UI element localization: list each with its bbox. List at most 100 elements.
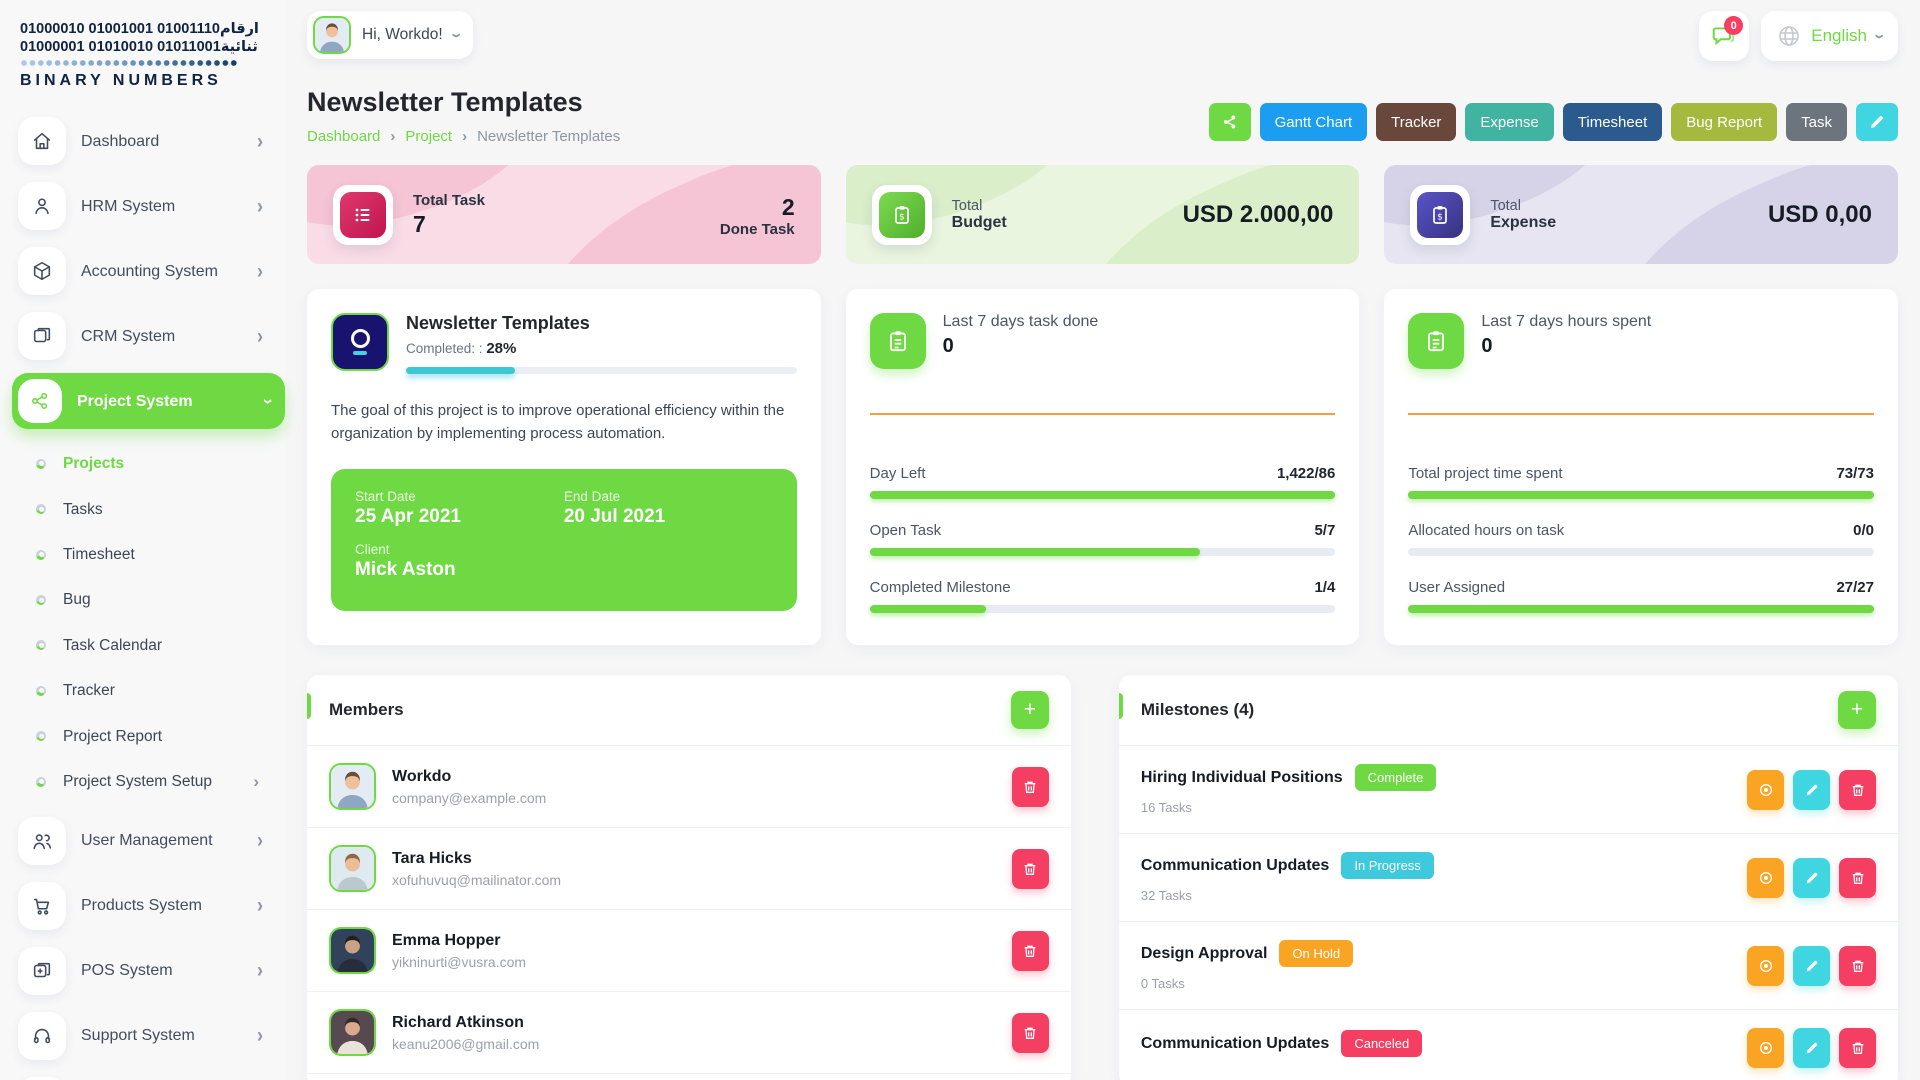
delete-member-button[interactable] (1011, 1012, 1049, 1053)
expense-button[interactable]: Expense (1465, 103, 1554, 141)
breadcrumb-dashboard[interactable]: Dashboard (307, 128, 381, 145)
delete-member-button[interactable] (1011, 848, 1049, 889)
sidebar-item-user-management[interactable]: User Management › (18, 813, 267, 869)
sidebar-item-label: POS System (81, 962, 173, 980)
delete-milestone-button[interactable] (1839, 1028, 1876, 1068)
view-milestone-button[interactable] (1747, 1028, 1784, 1068)
trash-icon (1025, 863, 1036, 875)
sidebar-item-support-system[interactable]: Support System › (18, 1008, 267, 1064)
budget-value: USD 2.000,00 (1182, 200, 1334, 228)
pencil-icon (1806, 784, 1817, 795)
expense-label-top: Total (1490, 197, 1521, 214)
milestone-name: Communication Updates (1140, 856, 1330, 874)
progress-value: 5/7 (1314, 522, 1336, 539)
delete-milestone-button[interactable] (1839, 769, 1876, 810)
delete-member-button[interactable] (1011, 766, 1049, 807)
sidebar-sub-item-label: Projects (63, 455, 125, 473)
sidebar-item-zoom-meeting[interactable]: Zoom Meeting › (18, 1073, 267, 1080)
bullet-icon (36, 458, 46, 469)
chevron-right-icon: › (257, 893, 263, 918)
view-milestone-button[interactable] (1747, 769, 1784, 810)
brand-dots (20, 59, 238, 68)
sidebar-sub-item-projects[interactable]: Projects › (18, 441, 267, 486)
headset-icon (18, 1011, 66, 1060)
tracker-button[interactable]: Tracker (1376, 103, 1457, 141)
add-member-button[interactable]: + (1010, 691, 1049, 729)
delete-member-button[interactable] (1011, 930, 1049, 971)
done-task-label: Done Task (719, 220, 795, 238)
brand-logo: 01000010 01001001 01001110ارقام 01000001… (20, 20, 267, 91)
sidebar-sub-item-label: Project Report (63, 727, 163, 745)
svg-text:$: $ (899, 212, 905, 222)
timesheet-button[interactable]: Timesheet (1562, 103, 1663, 141)
view-milestone-button[interactable] (1747, 857, 1784, 898)
edit-milestone-button[interactable] (1793, 945, 1830, 986)
sidebar-sub-item-task-calendar[interactable]: Task Calendar › (18, 623, 267, 668)
trash-icon (1852, 872, 1863, 884)
sidebar-sub-item-bug[interactable]: Bug › (18, 577, 267, 622)
bullet-icon (36, 640, 46, 651)
chevron-right-icon: › (258, 398, 279, 405)
breadcrumb-separator: › (462, 128, 468, 145)
milestone-name: Design Approval (1140, 944, 1268, 962)
hours-summary-title: Last 7 days hours spent (1481, 313, 1652, 330)
sidebar-sub-item-tasks[interactable]: Tasks › (18, 487, 267, 532)
cart-icon (18, 881, 66, 930)
sidebar-sub-item-project-system-setup[interactable]: Project System Setup › (18, 759, 267, 805)
edit-milestone-button[interactable] (1793, 1028, 1830, 1068)
progress-value: 27/27 (1836, 579, 1874, 596)
sidebar-sub-item-timesheet[interactable]: Timesheet › (18, 532, 267, 577)
delete-milestone-button[interactable] (1839, 857, 1876, 898)
view-milestone-button[interactable] (1747, 945, 1784, 986)
done-task-value: 2 (781, 193, 795, 220)
progress-label: Allocated hours on task (1408, 522, 1565, 539)
sidebar-item-project-system[interactable]: Project System › (12, 373, 285, 430)
breadcrumb-project[interactable]: Project (405, 128, 453, 145)
gantt-chart-button[interactable]: Gantt Chart (1259, 103, 1368, 141)
milestone-row-communication-updates: Communication Updates Canceled (1119, 1010, 1898, 1080)
language-selector[interactable]: English › (1761, 11, 1898, 61)
progress-row-day-left: Day Left 1,422/86 (869, 465, 1336, 499)
members-card: Members + Workdo company@example.com Tar… (307, 675, 1071, 1080)
clipboard-icon (869, 313, 926, 369)
user-menu-button[interactable]: Hi, Workdo! › (307, 11, 473, 59)
trash-icon (1025, 781, 1036, 793)
bug-report-button[interactable]: Bug Report (1671, 103, 1778, 141)
sidebar-item-products-system[interactable]: Products System › (18, 878, 267, 934)
bullet-icon (36, 549, 46, 560)
sidebar-item-hrm-system[interactable]: HRM System › (18, 178, 267, 234)
edit-project-button[interactable] (1856, 103, 1898, 141)
edit-milestone-button[interactable] (1793, 769, 1830, 810)
milestone-status-badge: Complete (1354, 764, 1437, 791)
sidebar-sub-item-tracker[interactable]: Tracker › (18, 668, 267, 713)
sidebar-item-dashboard[interactable]: Dashboard › (18, 113, 267, 169)
progress-row-user-assigned: User Assigned 27/27 (1408, 579, 1874, 613)
sidebar-item-accounting-system[interactable]: Accounting System › (18, 243, 267, 299)
member-name: Richard Atkinson (392, 1013, 524, 1031)
task-button[interactable]: Task (1786, 103, 1847, 141)
milestone-name: Hiring Individual Positions (1140, 768, 1343, 786)
add-milestone-button[interactable]: + (1838, 691, 1876, 729)
sidebar-nav-main: Dashboard › HRM System › Accounting Syst… (12, 113, 285, 430)
main-content: Hi, Workdo! › 0 English › Newsletter Tem (285, 0, 1920, 1080)
progress-row-completed-milestone: Completed Milestone 1/4 (869, 579, 1336, 613)
member-row-richard-atkinson: Richard Atkinson keanu2006@gmail.com (307, 992, 1071, 1074)
project-logo-icon (331, 313, 389, 371)
share-button[interactable] (1208, 103, 1251, 141)
sidebar-item-label: Products System (81, 897, 202, 915)
milestones-title: Milestones (4) (1140, 700, 1255, 719)
user-check-icon (18, 1076, 66, 1080)
notifications-button[interactable]: 0 (1699, 11, 1750, 61)
svg-text:$: $ (1437, 212, 1443, 222)
sidebar-item-pos-system[interactable]: POS System › (18, 943, 267, 999)
progress-value: 1,422/86 (1276, 465, 1336, 482)
edit-milestone-button[interactable] (1793, 857, 1830, 898)
pos-icon (18, 946, 66, 995)
delete-milestone-button[interactable] (1839, 945, 1876, 986)
sidebar-item-crm-system[interactable]: CRM System › (18, 308, 267, 364)
milestone-status-badge: Canceled (1341, 1030, 1423, 1057)
sidebar-sub-item-project-report[interactable]: Project Report › (18, 714, 267, 759)
expense-label: Expense (1490, 213, 1557, 231)
bullet-icon (36, 504, 46, 515)
sidebar-sub-item-label: Task Calendar (63, 636, 163, 654)
